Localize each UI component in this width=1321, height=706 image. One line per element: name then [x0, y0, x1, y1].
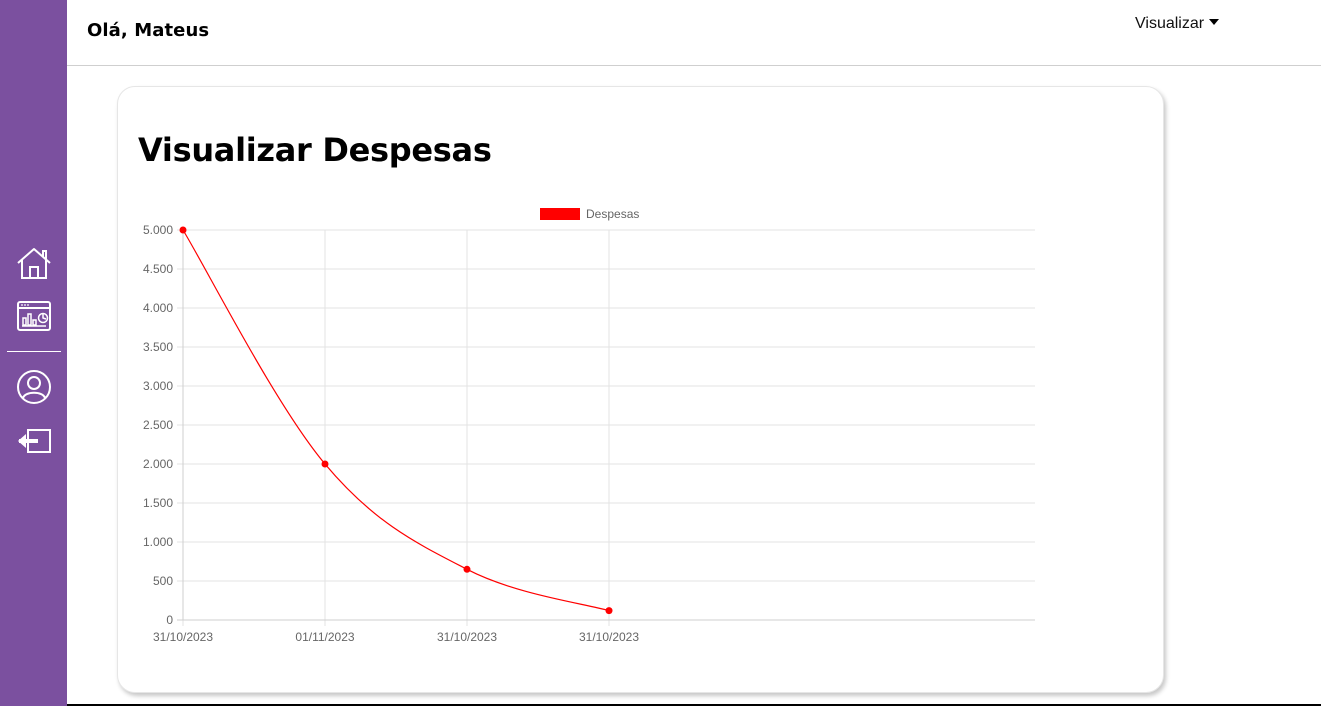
x-tick-label: 31/10/2023: [579, 630, 639, 644]
y-tick-label: 5.000: [143, 223, 173, 237]
bottom-border: [67, 704, 1321, 706]
visualizar-menu[interactable]: Visualizar: [1135, 15, 1220, 33]
caret-down-icon: [1209, 18, 1220, 25]
logout-icon[interactable]: [15, 422, 53, 460]
sidebar-divider: [7, 351, 61, 352]
legend-label: Despesas: [586, 207, 639, 221]
home-icon[interactable]: [15, 245, 53, 283]
y-tick-label: 2.500: [143, 418, 173, 432]
user-icon[interactable]: [15, 368, 53, 406]
page-title: Visualizar Despesas: [138, 131, 492, 169]
y-tick-label: 4.500: [143, 262, 173, 276]
y-tick-label: 0: [166, 613, 173, 627]
y-tick-label: 2.000: [143, 457, 173, 471]
visualizar-menu-label: Visualizar: [1135, 15, 1205, 32]
y-tick-label: 500: [153, 574, 173, 588]
x-tick-label: 31/10/2023: [437, 630, 497, 644]
series-line-despesas: [182, 229, 610, 612]
x-tick-label: 31/10/2023: [153, 630, 213, 644]
sidebar: [0, 0, 67, 706]
expenses-line-chart: 0 500 1.000 1.500 2.000 2.500 3.000 3.500 4.000 4…: [143, 207, 1035, 644]
expenses-card: Visualizar Despesas 0 500 1.000 1.500 2.000 2…: [117, 86, 1164, 693]
greeting: Olá, Mateus: [87, 20, 210, 41]
data-point: [321, 460, 329, 468]
y-tick-label: 3.000: [143, 379, 173, 393]
y-tick-label: 3.500: [143, 340, 173, 354]
y-tick-label: 1.500: [143, 496, 173, 510]
top-bar: Olá, Mateus Visualizar: [67, 0, 1321, 66]
data-point: [463, 565, 471, 573]
dashboard-chart-icon[interactable]: [15, 298, 53, 336]
y-tick-label: 4.000: [143, 301, 173, 315]
legend-swatch: [540, 208, 580, 220]
y-tick-label: 1.000: [143, 535, 173, 549]
x-tick-label: 01/11/2023: [295, 630, 354, 644]
data-point: [179, 226, 187, 234]
data-point: [605, 607, 613, 615]
